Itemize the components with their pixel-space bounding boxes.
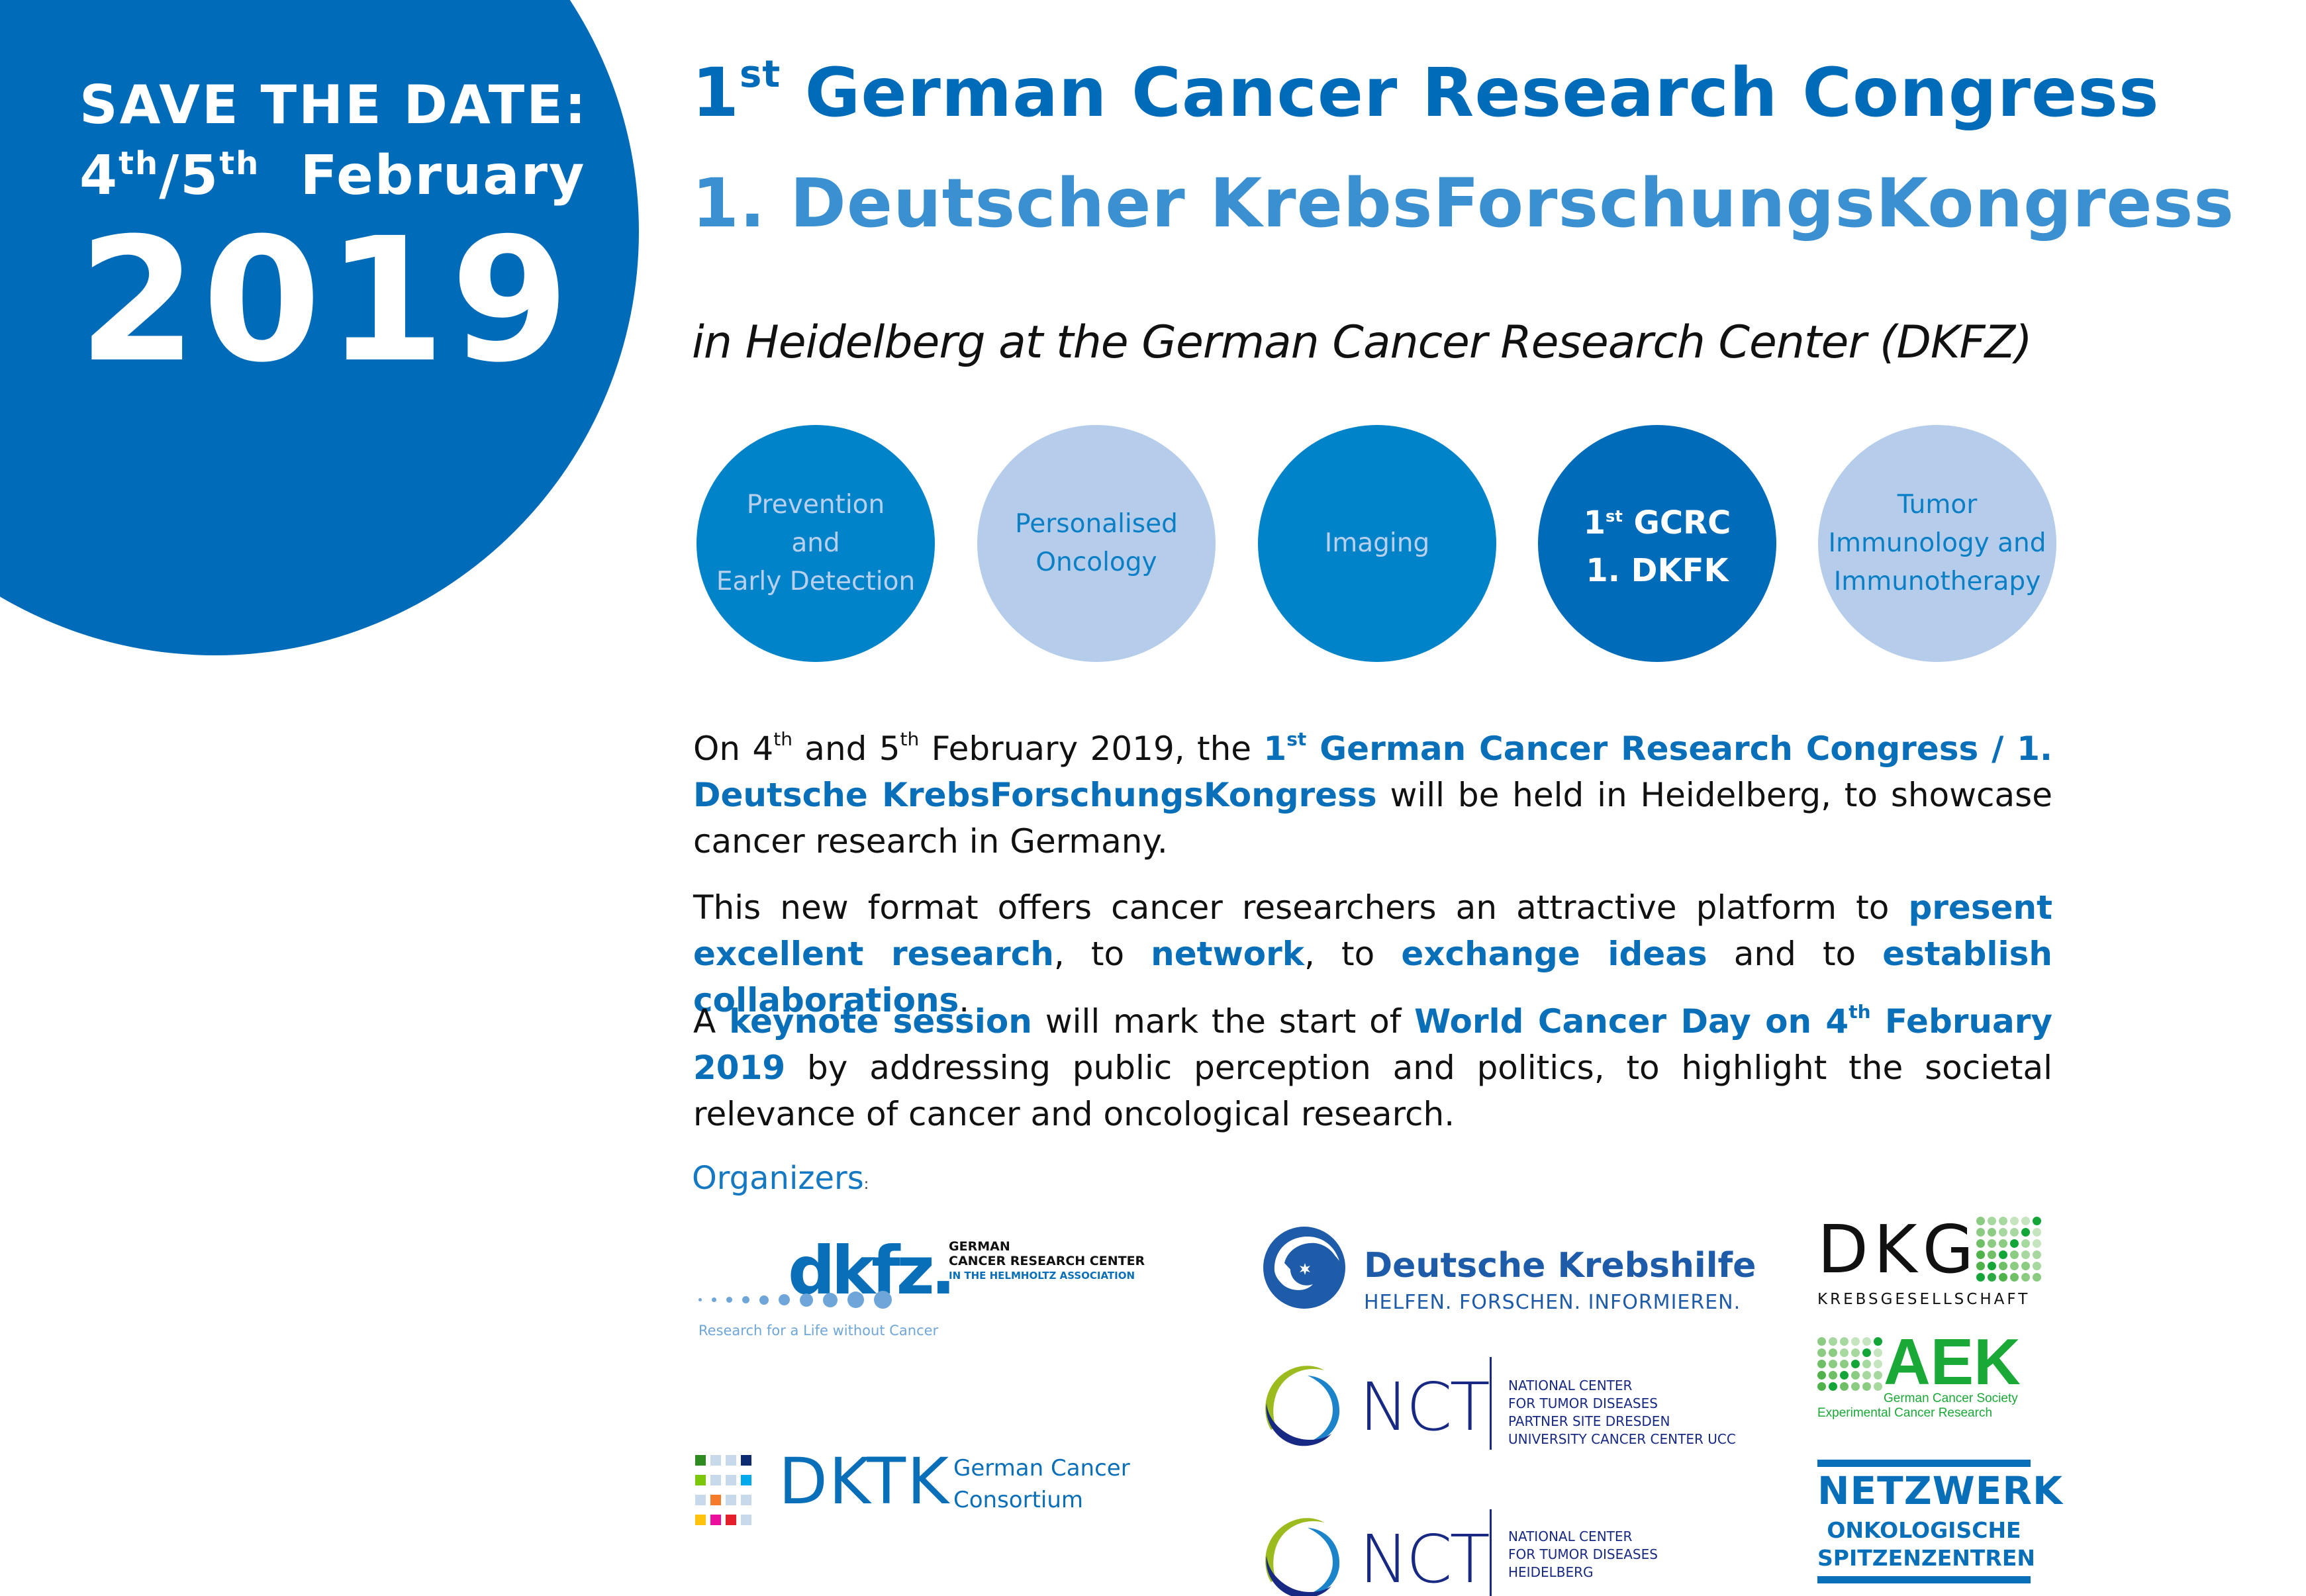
format-paragraph: This new format offers cancer researcher… [693,888,2052,1019]
dktk-squares-icon [695,1455,751,1525]
netzwerk-logo: NETZWERK ONKOLOGISCHE SPITZENZENTREN [1817,1460,2062,1585]
nct-ring-icon [1265,1518,1340,1596]
dkfz-dots-icon [698,1291,892,1309]
dkfz-wordmark: dkfz. [788,1232,956,1309]
deutsche-krebshilfe-logo: Deutsche Krebshilfe HELFEN. FORSCHEN. IN… [1261,1225,1756,1317]
divider [1490,1357,1492,1450]
aek-dot-grid-icon [1817,1337,1882,1391]
krebshilfe-name: Deutsche Krebshilfe [1364,1246,1756,1286]
topic-gcrc-dkfk: 1st GCRC 1. DKFK [1538,425,1776,662]
congress-name-highlight: 1st German Cancer Research Congress / 1.… [693,728,2053,814]
topic-prevention: Prevention and Early Detection [697,425,935,662]
divider [1490,1509,1492,1596]
krebshilfe-wave-star-icon [1263,1227,1345,1309]
aek-logo: AEK German Cancer Society Experimental C… [1817,1329,2056,1436]
nct-heidelberg-fullname: NATIONAL CENTER FOR TUMOR DISEASES HEIDE… [1508,1528,1658,1580]
dkfz-tagline: Research for a Life without Cancer [698,1323,939,1338]
dkfz-fullname: GERMAN CANCER RESEARCH CENTER IN THE HEL… [949,1239,1145,1282]
event-year: 2019 [78,201,575,400]
dktk-logo: DKTK German Cancer Consortium [695,1444,1159,1525]
aek-wordmark: AEK [1884,1325,2021,1398]
nct-wordmark: NCT [1359,1368,1490,1446]
dkg-subtitle: KREBSGESELLSCHAFT [1817,1291,2031,1308]
save-the-date-heading: SAVE THE DATE: [79,74,588,136]
dkg-wordmark: DKG [1817,1211,1980,1288]
nct-ring-icon [1265,1366,1340,1446]
dktk-fullname: German Cancer Consortium [953,1455,1130,1513]
event-dates: 4th/5th February [79,144,586,207]
topic-imaging: Imaging [1258,425,1496,662]
dktk-wordmark: DKTK [779,1444,951,1519]
netzwerk-bottom-bar [1817,1576,2031,1583]
organizers-heading: Organizers: [692,1160,869,1197]
topic-tumor-immunology: Tumor Immunology and Immunotherapy [1818,425,2056,662]
dkfz-logo: dkfz. GERMAN CANCER RESEARCH CENTER IN T… [698,1225,1162,1344]
krebshilfe-tagline: HELFEN. FORSCHEN. INFORMIEREN. [1364,1291,1741,1314]
keynote-paragraph: A keynote session will mark the start of… [693,1001,2052,1133]
aek-subtitle-1: German Cancer Society [1884,1391,2018,1405]
dkg-dot-grid-icon [1976,1217,2041,1282]
netzwerk-top-bar [1817,1460,2031,1467]
congress-title-english: 1st German Cancer Research Congress [692,53,2160,132]
nct-dresden-logo: NCT NATIONAL CENTER FOR TUMOR DISEASES P… [1261,1357,1751,1456]
nct-heidelberg-logo: NCT NATIONAL CENTER FOR TUMOR DISEASES H… [1261,1509,1751,1596]
aek-subtitle-2: Experimental Cancer Research [1817,1406,1993,1420]
nct-dresden-fullname: NATIONAL CENTER FOR TUMOR DISEASES PARTN… [1508,1378,1736,1447]
location-subtitle: in Heidelberg at the German Cancer Resea… [692,316,2033,369]
nct-wordmark: NCT [1359,1521,1490,1596]
intro-paragraph: On 4th and 5th February 2019, the 1st Ge… [693,728,2053,861]
topic-personalised-oncology: Personalised Oncology [977,425,1216,662]
dkg-logo: DKG KREBSGESELLSCHAFT [1817,1217,2056,1323]
congress-title-german: 1. Deutscher KrebsForschungsKongress [692,164,2235,243]
